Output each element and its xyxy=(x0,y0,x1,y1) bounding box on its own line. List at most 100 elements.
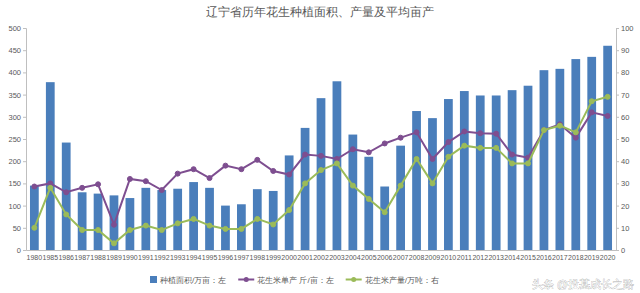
marker xyxy=(605,94,610,99)
marker xyxy=(159,228,164,233)
bar xyxy=(126,198,135,250)
line xyxy=(34,97,607,244)
marker xyxy=(48,185,53,190)
marker xyxy=(350,183,355,188)
chart: 辽宁省历年花生种植面积、产量及平均亩产050100150200250300350… xyxy=(0,0,640,293)
marker xyxy=(271,222,276,227)
marker xyxy=(255,216,260,221)
tick-label: 200 xyxy=(8,157,21,166)
marker xyxy=(526,161,531,166)
y2-axis: 0102030405060708090100 xyxy=(616,24,634,255)
tick: 50 xyxy=(616,135,629,144)
bar xyxy=(587,57,596,250)
tick: 1991 xyxy=(138,254,154,261)
tick-label: 150 xyxy=(8,179,21,188)
tick: 2004 xyxy=(345,254,361,261)
tick-label: 100 xyxy=(8,202,21,211)
marker xyxy=(446,140,451,145)
tick-label: 20 xyxy=(621,202,629,211)
tick: 70 xyxy=(616,91,629,100)
marker xyxy=(478,145,483,150)
marker xyxy=(255,157,260,162)
tick-label: 1998 xyxy=(250,254,266,261)
tick: 2005 xyxy=(361,254,377,261)
tick: 2007 xyxy=(393,254,409,261)
marker xyxy=(111,241,116,246)
bar xyxy=(460,91,469,250)
tick-mark xyxy=(616,183,619,184)
tick-mark xyxy=(23,28,26,29)
tick-label: 10 xyxy=(621,224,629,233)
tick: 300 xyxy=(8,113,26,122)
tick: 1996 xyxy=(218,254,234,261)
tick-mark xyxy=(616,117,619,118)
tick: 1989 xyxy=(106,254,122,261)
tick: 1994 xyxy=(186,254,202,261)
marker xyxy=(589,110,594,115)
legend-label: 花生米产量/万吨：右 xyxy=(365,276,439,285)
tick-label: 2003 xyxy=(329,254,345,261)
marker xyxy=(573,130,578,135)
tick-label: 2018 xyxy=(568,254,584,261)
tick-mark xyxy=(23,117,26,118)
legend-item: 种植面积/万亩：左 xyxy=(150,276,226,285)
marker xyxy=(462,143,467,148)
bar-series xyxy=(30,46,612,250)
tick-label: 1997 xyxy=(234,254,250,261)
y-axis: 050100150200250300350400450500 xyxy=(8,24,26,255)
bar xyxy=(571,59,580,250)
tick-mark xyxy=(23,72,26,73)
bar xyxy=(364,157,373,250)
marker xyxy=(175,221,180,226)
tick: 50 xyxy=(13,224,26,233)
marker xyxy=(430,156,435,161)
marker xyxy=(239,226,244,231)
tick-label: 70 xyxy=(621,91,629,100)
tick-label: 1992 xyxy=(154,254,170,261)
legend: 种植面积/万亩：左花生米单产 斤/亩：左花生米产量/万吨：右 xyxy=(150,276,439,285)
marker xyxy=(303,152,308,157)
tick: 2014 xyxy=(504,254,520,261)
marker xyxy=(382,210,387,215)
tick-label: 1985 xyxy=(42,254,58,261)
tick-label: 1996 xyxy=(218,254,234,261)
tick-mark xyxy=(23,95,26,96)
marker xyxy=(239,167,244,172)
marker xyxy=(589,99,594,104)
tick-label: 2000 xyxy=(281,254,297,261)
bar xyxy=(141,188,150,250)
tick-label: 1993 xyxy=(170,254,186,261)
marker xyxy=(287,208,292,213)
marker xyxy=(334,161,339,166)
marker xyxy=(541,128,546,133)
tick: 1985 xyxy=(42,254,58,261)
tick-label: 1994 xyxy=(186,254,202,261)
tick: 1995 xyxy=(202,254,218,261)
marker xyxy=(207,176,212,181)
watermark: 头条 @投基成长之路 xyxy=(532,278,634,290)
tick: 350 xyxy=(8,91,26,100)
bar xyxy=(524,86,533,250)
tick-mark xyxy=(616,50,619,51)
marker xyxy=(414,130,419,135)
tick: 2001 xyxy=(297,254,313,261)
tick-label: 50 xyxy=(621,135,629,144)
bar xyxy=(476,95,485,250)
tick: 30 xyxy=(616,179,629,188)
tick-label: 400 xyxy=(8,68,21,77)
bar xyxy=(508,90,517,250)
marker xyxy=(96,228,101,233)
tick-label: 2016 xyxy=(536,254,552,261)
tick-label: 250 xyxy=(8,135,21,144)
marker xyxy=(303,181,308,186)
tick: 1998 xyxy=(250,254,266,261)
marker xyxy=(175,171,180,176)
tick-label: 2004 xyxy=(345,254,361,261)
tick: 100 xyxy=(8,202,26,211)
tick-label: 1999 xyxy=(265,254,281,261)
tick: 2002 xyxy=(313,254,329,261)
tick-mark xyxy=(23,161,26,162)
tick: 250 xyxy=(8,135,26,144)
bar xyxy=(189,182,198,250)
tick-label: 1980 xyxy=(27,254,43,261)
